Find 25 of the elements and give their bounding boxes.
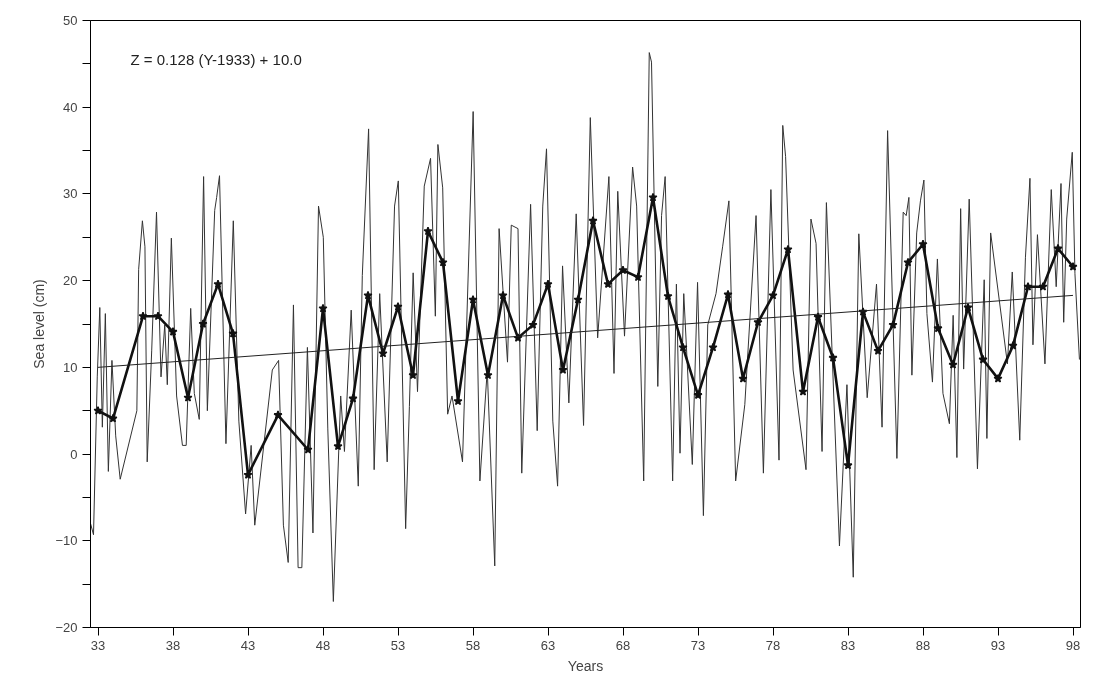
x-tick-label: 58 xyxy=(465,637,481,653)
x-tick-label: 48 xyxy=(315,637,331,653)
y-axis-title: Sea level (cm) xyxy=(31,279,48,369)
x-tick-label: 98 xyxy=(1065,637,1081,653)
y-tick-label: 40 xyxy=(63,99,78,115)
y-tick-label: −10 xyxy=(55,533,78,549)
y-tick-label: 0 xyxy=(70,446,78,462)
x-axis-title: Years xyxy=(567,657,604,674)
x-tick-label: 38 xyxy=(165,637,181,653)
x-tick-label: 63 xyxy=(540,637,556,653)
y-tick-label: 30 xyxy=(63,186,78,202)
y-tick-label: 10 xyxy=(63,359,78,375)
x-tick-label: 78 xyxy=(765,637,781,653)
x-tick-label: 83 xyxy=(840,637,856,653)
y-tick-label: 20 xyxy=(63,273,78,289)
x-tick-label: 73 xyxy=(690,637,706,653)
x-tick-label: 53 xyxy=(390,637,406,653)
annotation: Z = 0.128 (Y-1933) + 10.0 xyxy=(130,50,302,68)
x-tick-label: 43 xyxy=(240,637,256,653)
x-tick-label: 93 xyxy=(990,637,1006,653)
x-tick-label: 33 xyxy=(90,637,106,653)
y-tick-label: 50 xyxy=(63,13,78,28)
y-tick-label: −20 xyxy=(55,620,78,635)
x-tick-label: 88 xyxy=(915,637,931,653)
x-tick-label: 68 xyxy=(615,637,631,653)
